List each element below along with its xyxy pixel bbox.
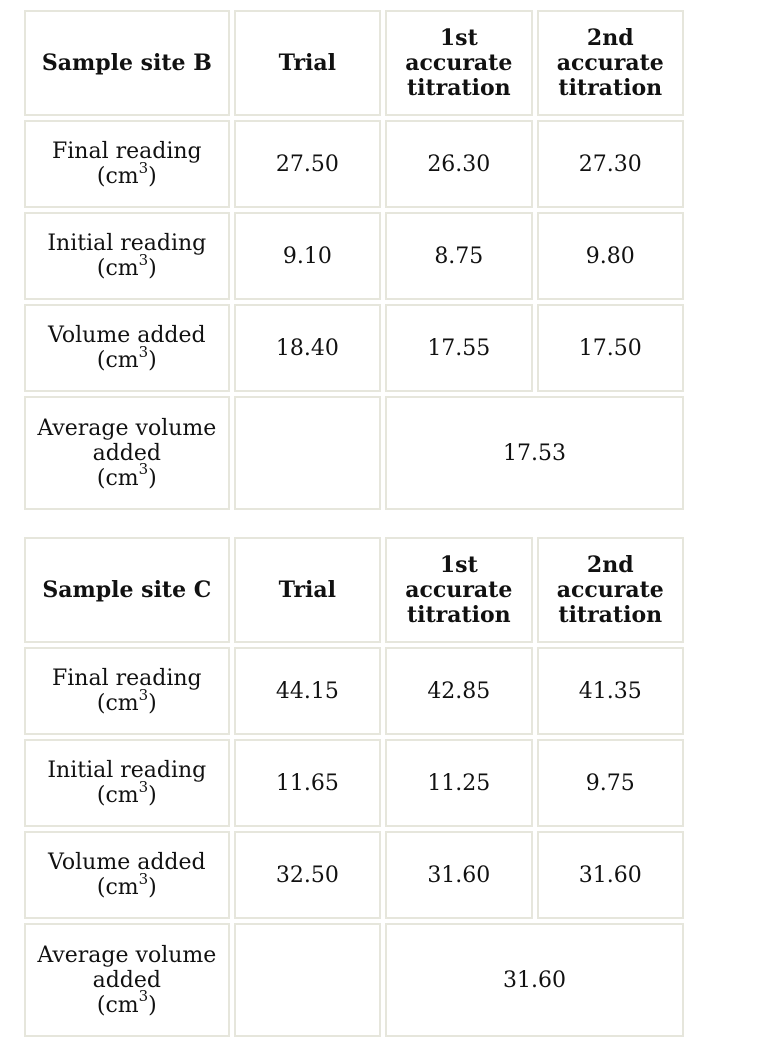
row-unit: (cm3) [96, 869, 157, 900]
cell-trial-empty [233, 923, 382, 1037]
row-label-text: Final reading [51, 139, 202, 164]
cell-trial: 27.50 [233, 120, 382, 208]
cell-2nd-accurate: 31.60 [536, 831, 684, 919]
cell-1st-accurate: 11.25 [385, 739, 533, 827]
header-row: Sample site B Trial 1st accurate titrati… [24, 10, 684, 116]
cell-1st-accurate: 17.55 [385, 304, 533, 392]
row-label-text: Average volume added [37, 415, 217, 466]
row-label: Final reading (cm3) [24, 647, 230, 735]
average-row: Average volume added (cm3) 31.60 [24, 923, 684, 1037]
cell-trial-empty [233, 396, 382, 510]
row-label: Initial reading (cm3) [24, 212, 230, 300]
row-unit: (cm3) [96, 250, 157, 281]
cell-1st-accurate: 26.30 [385, 120, 533, 208]
table-row: Volume added (cm3) 32.50 31.60 31.60 [24, 831, 684, 919]
header-sample-site: Sample site C [24, 537, 230, 643]
table-row: Initial reading (cm3) 9.10 8.75 9.80 [24, 212, 684, 300]
row-label: Volume added (cm3) [24, 304, 230, 392]
row-label: Initial reading (cm3) [24, 739, 230, 827]
cell-average-volume: 17.53 [385, 396, 684, 510]
table-row: Volume added (cm3) 18.40 17.55 17.50 [24, 304, 684, 392]
header-trial: Trial [233, 537, 382, 643]
header-2nd-accurate-titration: 2nd accurate titration [536, 537, 684, 643]
table-row: Final reading (cm3) 27.50 26.30 27.30 [24, 120, 684, 208]
row-label: Final reading (cm3) [24, 120, 230, 208]
row-unit: (cm3) [96, 685, 157, 716]
row-unit: (cm3) [96, 777, 157, 808]
row-label-text: Initial reading [47, 758, 207, 783]
header-1st-accurate-titration: 1st accurate titration [385, 537, 533, 643]
cell-trial: 18.40 [233, 304, 382, 392]
header-1st-accurate-titration: 1st accurate titration [385, 10, 533, 116]
cell-2nd-accurate: 27.30 [536, 120, 684, 208]
cell-trial: 32.50 [233, 831, 382, 919]
cell-trial: 11.65 [233, 739, 382, 827]
cell-1st-accurate: 42.85 [385, 647, 533, 735]
row-unit: (cm3) [96, 460, 157, 491]
row-label-text: Initial reading [47, 231, 207, 256]
row-unit: (cm3) [96, 987, 157, 1018]
cell-2nd-accurate: 9.80 [536, 212, 684, 300]
cell-trial: 9.10 [233, 212, 382, 300]
cell-average-volume: 31.60 [385, 923, 684, 1037]
header-sample-site: Sample site B [24, 10, 230, 116]
row-label: Average volume added (cm3) [24, 923, 230, 1037]
table-row: Final reading (cm3) 44.15 42.85 41.35 [24, 647, 684, 735]
cell-1st-accurate: 8.75 [385, 212, 533, 300]
row-label-text: Volume added [48, 323, 206, 348]
cell-trial: 44.15 [233, 647, 382, 735]
row-unit: (cm3) [96, 158, 157, 189]
row-unit: (cm3) [96, 342, 157, 373]
cell-2nd-accurate: 17.50 [536, 304, 684, 392]
row-label-text: Volume added [48, 850, 206, 875]
row-label: Average volume added (cm3) [24, 396, 230, 510]
header-row: Sample site C Trial 1st accurate titrati… [24, 537, 684, 643]
header-2nd-accurate-titration: 2nd accurate titration [536, 10, 684, 116]
table-row: Initial reading (cm3) 11.65 11.25 9.75 [24, 739, 684, 827]
cell-2nd-accurate: 41.35 [536, 647, 684, 735]
header-trial: Trial [233, 10, 382, 116]
row-label: Volume added (cm3) [24, 831, 230, 919]
average-row: Average volume added (cm3) 17.53 [24, 396, 684, 510]
titration-table-site-c: Sample site C Trial 1st accurate titrati… [20, 533, 688, 1041]
titration-table-site-b: Sample site B Trial 1st accurate titrati… [20, 6, 688, 514]
cell-1st-accurate: 31.60 [385, 831, 533, 919]
row-label-text: Average volume added [37, 942, 217, 993]
row-label-text: Final reading [51, 666, 202, 691]
cell-2nd-accurate: 9.75 [536, 739, 684, 827]
